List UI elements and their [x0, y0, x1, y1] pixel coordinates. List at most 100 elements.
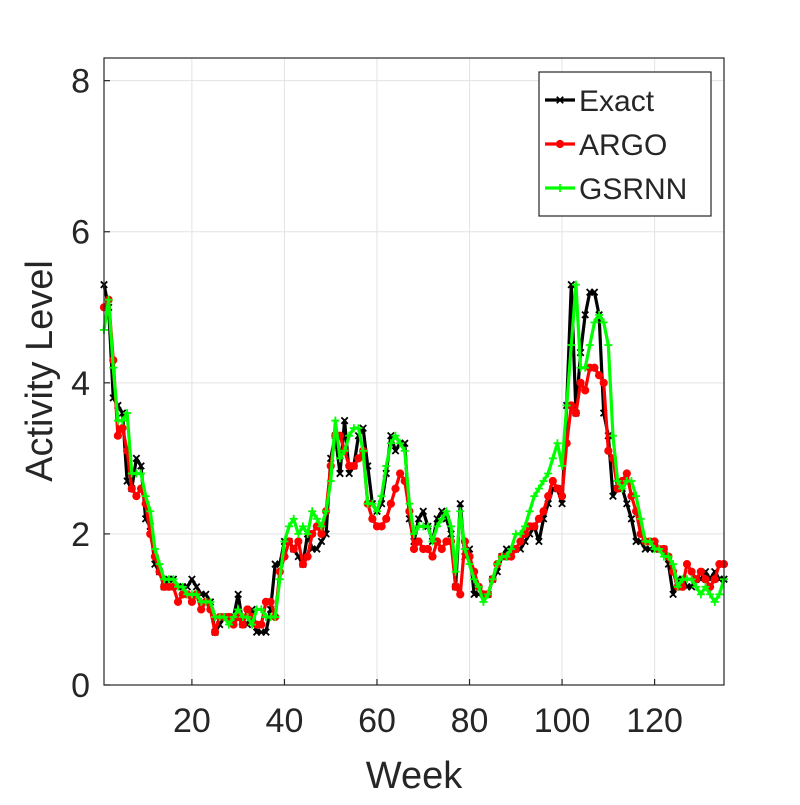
data-point-gsrnn: [664, 552, 673, 561]
data-point-argo: [530, 522, 539, 531]
data-point-argo: [354, 454, 363, 463]
data-point-gsrnn: [155, 560, 164, 569]
data-point-exact: [340, 416, 349, 425]
legend-item-gsrnn: GSRNN: [545, 173, 687, 206]
y-axis-label: Activity Level: [19, 260, 61, 482]
x-tick-label: 60: [358, 702, 396, 740]
data-point-gsrnn: [525, 507, 534, 516]
data-point-gsrnn: [544, 469, 553, 478]
data-point-argo: [701, 575, 710, 584]
x-tick-label: 100: [534, 702, 591, 740]
data-point-gsrnn: [150, 545, 159, 554]
data-point-exact: [234, 590, 243, 599]
data-point-gsrnn: [562, 401, 571, 410]
data-point-gsrnn: [715, 590, 724, 599]
data-point-gsrnn: [571, 280, 580, 289]
data-point-gsrnn: [322, 507, 331, 516]
y-tick-label: 4: [71, 365, 90, 403]
data-point-argo: [257, 620, 266, 629]
data-point-gsrnn: [447, 522, 456, 531]
y-tick-label: 6: [71, 214, 90, 252]
legend-label-gsrnn: GSRNN: [579, 173, 687, 206]
data-point-argo: [113, 431, 122, 440]
data-point-argo: [243, 605, 252, 614]
data-point-gsrnn: [442, 507, 451, 516]
data-point-gsrnn: [368, 499, 377, 508]
data-point-argo: [423, 544, 432, 554]
data-point-argo: [414, 537, 423, 546]
data-point-exact: [192, 582, 201, 591]
data-point-argo: [571, 408, 581, 418]
data-point-argo: [599, 378, 608, 387]
data-point-gsrnn: [326, 477, 335, 486]
data-point-gsrnn: [484, 590, 493, 599]
data-point-gsrnn: [706, 590, 715, 599]
data-point-exact: [567, 280, 576, 289]
data-point-gsrnn: [234, 605, 243, 614]
data-point-gsrnn: [123, 409, 132, 418]
x-axis-label: Week: [366, 755, 463, 797]
legend-marker-exact: [556, 96, 564, 104]
data-point-exact: [669, 590, 677, 599]
data-point-gsrnn: [581, 363, 590, 372]
data-point-argo: [298, 560, 308, 569]
x-tick-label: 120: [626, 702, 683, 740]
data-point-gsrnn: [257, 605, 266, 614]
data-point-gsrnn: [224, 620, 233, 629]
data-point-gsrnn: [248, 620, 257, 629]
data-point-gsrnn: [516, 529, 525, 538]
data-point-gsrnn: [493, 560, 502, 569]
data-point-gsrnn: [220, 613, 229, 622]
data-point-gsrnn: [655, 545, 664, 554]
data-point-argo: [289, 544, 298, 554]
data-point-gsrnn: [465, 560, 474, 569]
data-point-gsrnn: [137, 469, 146, 478]
legend-label-exact: Exact: [579, 85, 655, 118]
data-point-gsrnn: [308, 507, 317, 516]
data-point-argo: [238, 620, 247, 629]
data-point-argo: [696, 567, 705, 576]
data-point-argo: [428, 552, 437, 561]
data-point-gsrnn: [206, 597, 215, 606]
legend-item-argo: ARGO: [545, 129, 667, 162]
data-point-gsrnn: [479, 597, 488, 606]
data-point-gsrnn: [613, 477, 622, 486]
data-point-gsrnn: [298, 522, 307, 531]
y-tick-label: 2: [71, 516, 90, 554]
data-point-exact: [581, 311, 590, 319]
data-point-argo: [197, 605, 206, 614]
data-point-gsrnn: [599, 318, 608, 327]
data-point-argo: [294, 537, 303, 546]
data-point-gsrnn: [701, 582, 710, 591]
legend-label-argo: ARGO: [579, 129, 667, 162]
data-point-exact: [317, 537, 326, 546]
data-point-argo: [682, 560, 692, 569]
data-point-exact: [535, 537, 543, 546]
data-point-argo: [132, 492, 141, 501]
data-point-gsrnn: [312, 514, 321, 523]
data-point-exact: [609, 492, 617, 500]
y-tick-label: 8: [71, 63, 90, 101]
data-point-argo: [539, 507, 548, 516]
data-point-gsrnn: [382, 461, 391, 470]
data-point-argo: [317, 529, 326, 539]
data-point-argo: [553, 484, 562, 493]
data-point-gsrnn: [608, 431, 617, 440]
data-point-gsrnn: [636, 514, 645, 523]
data-point-argo: [590, 363, 599, 372]
axis-ticks: 20 40 60 80 100 120 0 2 4 6 8: [71, 63, 683, 740]
data-point-exact: [336, 469, 344, 478]
data-point-gsrnn: [275, 575, 284, 584]
data-point-argo: [386, 499, 395, 508]
data-point-gsrnn: [692, 582, 701, 591]
data-point-gsrnn: [303, 529, 312, 538]
data-point-argo: [409, 544, 419, 554]
data-point-gsrnn: [710, 597, 719, 606]
data-point-gsrnn: [118, 416, 127, 425]
data-point-gsrnn: [604, 341, 613, 350]
data-point-argo: [456, 590, 465, 599]
data-point-gsrnn: [553, 439, 562, 448]
data-point-gsrnn: [410, 529, 418, 538]
data-point-argo: [210, 628, 220, 637]
